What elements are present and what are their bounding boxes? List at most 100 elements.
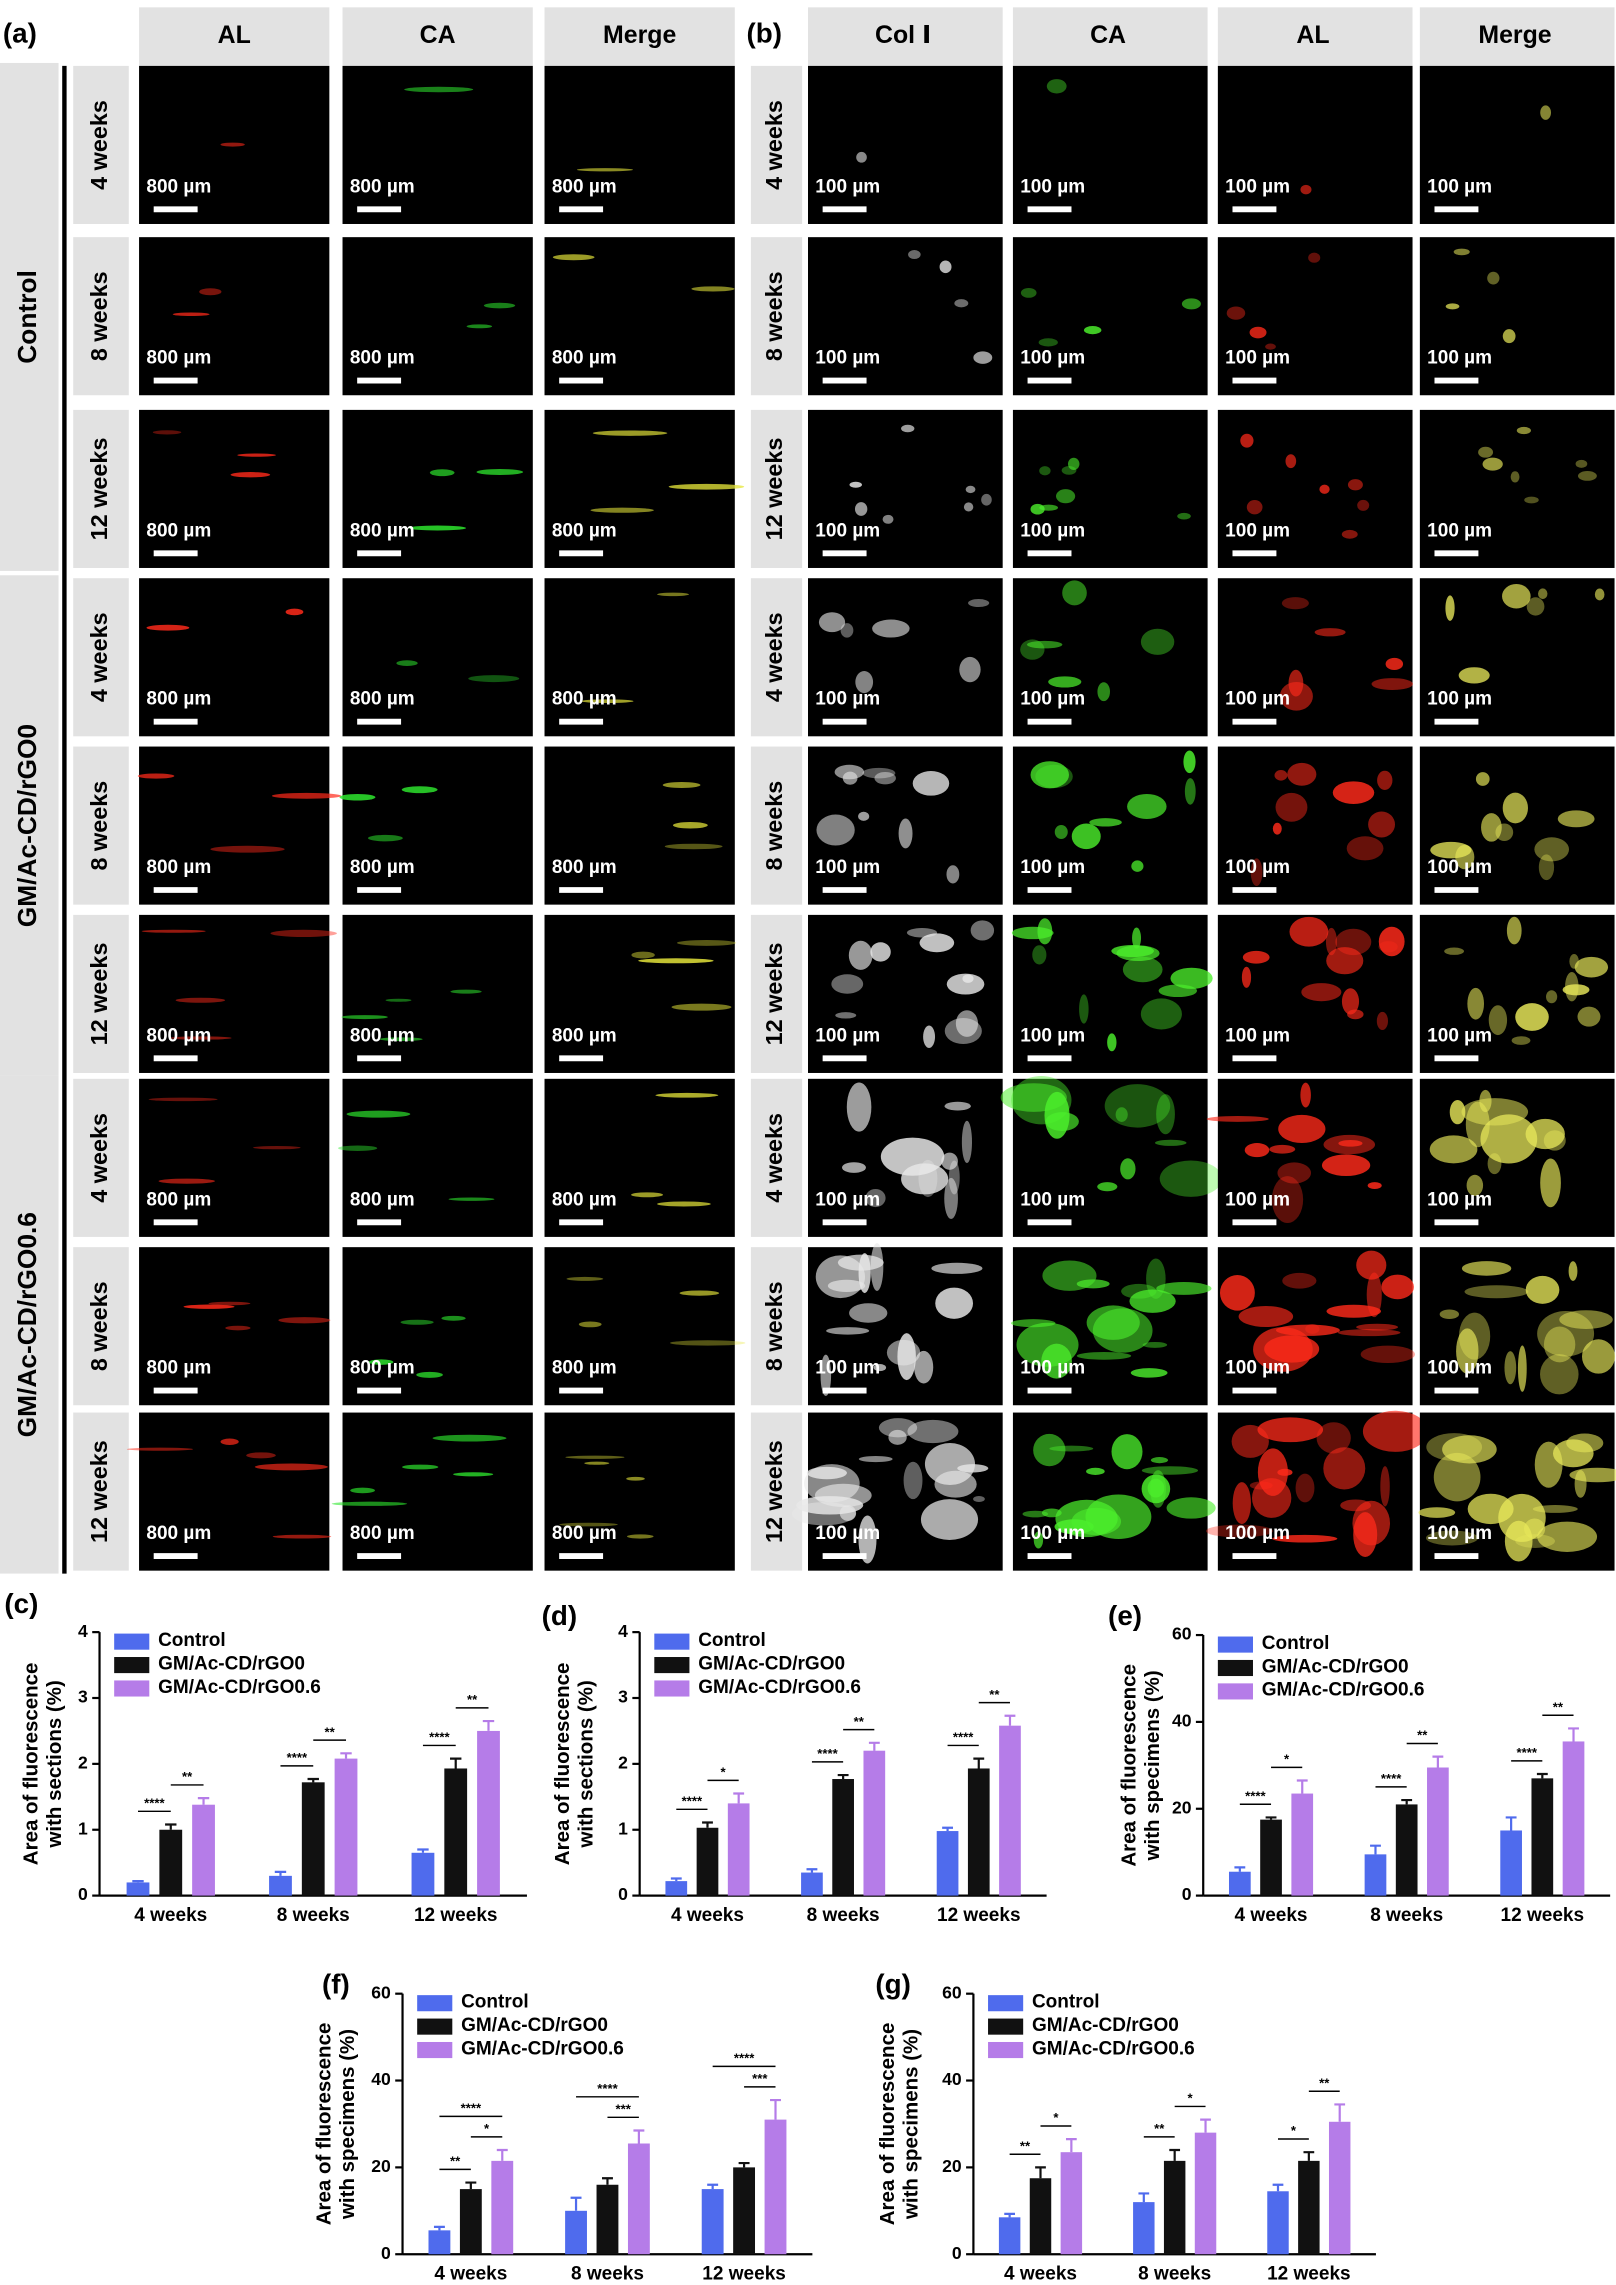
fluorescence-signal xyxy=(898,818,913,849)
fluorescence-signal xyxy=(935,1287,974,1319)
fluorescence-signal xyxy=(402,1464,439,1470)
micrograph xyxy=(342,578,533,737)
fluorescence-signal xyxy=(1241,966,1252,988)
fluorescence-signal xyxy=(1546,990,1558,1004)
fluorescence-signal xyxy=(581,699,634,703)
micrograph xyxy=(139,914,330,1073)
fluorescence-signal xyxy=(1346,836,1384,861)
fluorescence-signal xyxy=(1577,1006,1601,1027)
fluorescence-signal xyxy=(126,1447,194,1451)
fluorescence-signal xyxy=(368,1359,394,1365)
fluorescence-signal xyxy=(1540,1354,1579,1395)
y-tick-label: 60 xyxy=(942,1982,962,2002)
legend-swatch xyxy=(654,1657,690,1674)
legend-label: Control xyxy=(698,1630,766,1651)
x-tick-label: 12 weeks xyxy=(1501,1905,1585,1926)
fluorescence-signal xyxy=(210,845,285,853)
fluorescence-signal xyxy=(1566,1433,1604,1453)
micrograph xyxy=(544,914,735,1073)
fluorescence-signal xyxy=(924,1443,976,1486)
error-bar xyxy=(197,1797,210,1805)
fluorescence-signal xyxy=(1537,1521,1598,1552)
micrograph xyxy=(1217,237,1413,396)
fluorescence-signal xyxy=(981,493,992,506)
x-tick-label: 8 weeks xyxy=(1370,1905,1443,1926)
fluorescence-signal xyxy=(1265,343,1276,350)
fluorescence-signal xyxy=(1418,1507,1456,1518)
fluorescence-signal xyxy=(1184,778,1196,805)
x-tick-label: 4 weeks xyxy=(434,2264,507,2285)
legend-swatch xyxy=(417,2018,453,2035)
error-bar xyxy=(806,1868,818,1873)
scale-bar-label: 100 µm xyxy=(1020,689,1085,710)
legend-swatch xyxy=(1217,1636,1253,1653)
fluorescence-signal xyxy=(552,254,595,261)
fluorescence-signal xyxy=(1502,792,1528,824)
fluorescence-signal xyxy=(1511,1036,1531,1045)
fluorescence-signal xyxy=(254,1463,328,1471)
fluorescence-signal xyxy=(858,1455,893,1463)
column-header xyxy=(808,7,1003,66)
significance-label: **** xyxy=(1381,1771,1402,1786)
fluorescence-signal xyxy=(670,1340,746,1346)
significance-label: * xyxy=(1188,2091,1194,2106)
y-tick-label: 4 xyxy=(78,1621,88,1641)
fluorescence-signal xyxy=(1449,1099,1466,1125)
row-label: 8 weeks xyxy=(86,781,112,871)
error-bar xyxy=(670,1877,682,1882)
y-axis-label: Area of fluorescence xyxy=(551,1663,574,1866)
fluorescence-signal xyxy=(1206,1115,1269,1122)
fluorescence-signal xyxy=(1250,858,1263,887)
fluorescence-signal xyxy=(1030,761,1069,789)
fluorescence-signal xyxy=(152,430,182,435)
column-header xyxy=(544,7,735,66)
scale-bar-label: 800 µm xyxy=(552,1358,617,1379)
fluorescence-signal xyxy=(901,424,915,433)
fluorescence-signal xyxy=(1038,338,1058,347)
fluorescence-signal xyxy=(1086,1305,1140,1340)
fluorescence-signal xyxy=(453,1472,494,1477)
fluorescence-signal xyxy=(840,623,854,638)
significance-label: **** xyxy=(597,2081,618,2096)
fluorescence-signal xyxy=(1289,916,1329,947)
significance-label: * xyxy=(484,2121,490,2136)
bar xyxy=(1060,2152,1083,2255)
fluorescence-signal xyxy=(1482,457,1503,471)
fluorescence-signal xyxy=(849,481,862,488)
fluorescence-signal xyxy=(1506,916,1522,945)
y-axis-label: Area of fluorescence xyxy=(876,2023,899,2226)
row-label: 12 weeks xyxy=(86,438,112,541)
y-tick-label: 3 xyxy=(78,1687,88,1707)
fluorescence-signal xyxy=(1104,1084,1171,1128)
scale-bar-label: 800 µm xyxy=(350,1025,415,1046)
fluorescence-signal xyxy=(1071,823,1101,850)
micrograph xyxy=(1217,409,1413,568)
row-label: 8 weeks xyxy=(761,271,787,361)
fluorescence-signal xyxy=(1466,1174,1484,1197)
fluorescence-signal xyxy=(1543,1326,1576,1363)
error-bar xyxy=(482,1719,495,1731)
fluorescence-signal xyxy=(1111,1434,1143,1470)
scale-bar-label: 100 µm xyxy=(1427,1523,1492,1544)
fluorescence-signal xyxy=(1464,1285,1529,1299)
fluorescence-signal xyxy=(1089,818,1122,827)
legend-label: GM/Ac-CD/rGO0 xyxy=(158,1653,305,1674)
fluorescence-signal xyxy=(466,324,493,329)
error-bar xyxy=(1401,1798,1413,1805)
fluorescence-signal xyxy=(1537,1310,1595,1357)
fluorescence-signal xyxy=(1444,947,1465,955)
fluorescence-signal xyxy=(1238,1306,1294,1328)
fluorescence-signal xyxy=(955,1010,979,1037)
fluorescence-signal xyxy=(1323,1447,1366,1490)
legend-swatch xyxy=(654,1633,690,1650)
fluorescence-signal xyxy=(346,1110,411,1118)
fluorescence-signal xyxy=(657,592,689,597)
fluorescence-signal xyxy=(1141,1474,1171,1504)
bar xyxy=(301,1782,325,1896)
fluorescence-signal xyxy=(1141,1466,1199,1475)
fluorescence-signal xyxy=(1037,918,1053,945)
fluorescence-signal xyxy=(367,834,403,842)
fluorescence-signal xyxy=(400,1319,434,1325)
fluorescence-signal xyxy=(590,507,654,513)
